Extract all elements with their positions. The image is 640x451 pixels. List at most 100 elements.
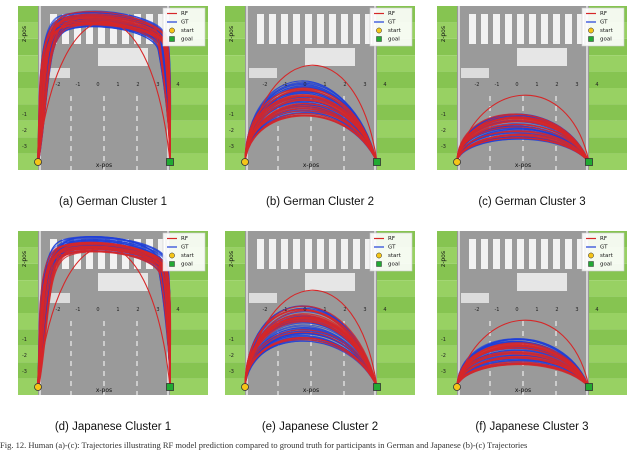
x-tick-label: 3 [156, 82, 159, 88]
trajectory-plot: -2 -1 0 1 2 3 4 -1 -2 -3 x-pos z-pos RF GT start goal [437, 231, 627, 396]
legend-gt-label: GT [388, 245, 396, 251]
start-marker [34, 383, 42, 391]
legend-gt-label: GT [388, 20, 396, 26]
x-tick-label: -2 [263, 307, 268, 313]
y-tick-label: -2 [229, 353, 234, 359]
figure-footnote: Fig. 12. Human (a)-(c): Trajectories ill… [0, 440, 528, 450]
rf-trajectory [456, 344, 590, 388]
panel-caption: (d) Japanese Cluster 1 [54, 421, 172, 433]
trajectory-plot: -2 -1 0 1 2 3 4 -1 -2 -3 x-pos z-pos RF GT start goal [437, 6, 627, 171]
x-tick-label: 4 [383, 82, 386, 88]
y-tick-label: -3 [441, 144, 446, 150]
rf-trajectory [37, 248, 172, 388]
x-tick-label: 4 [176, 82, 179, 88]
goal-marker [166, 383, 174, 391]
y-tick-label: -1 [441, 112, 446, 118]
legend-rf-label: RF [388, 236, 395, 242]
panel-caption: (f) Japanese Cluster 3 [475, 421, 589, 433]
legend-start-label: start [388, 28, 402, 34]
y-tick-label: -3 [229, 144, 234, 150]
rf-trajectory [244, 99, 378, 163]
trajectory-plot: -2 -1 0 1 2 3 4 -1 -2 -3 x-pos z-pos RF GT start goal [18, 231, 208, 396]
legend-start-label: start [181, 28, 195, 34]
trajectory-plot: -2 -1 0 1 2 3 4 -1 -2 -3 x-pos z-pos RF GT start goal [225, 6, 415, 171]
x-tick-label: 0 [96, 307, 99, 313]
rf-trajectory [37, 19, 171, 163]
legend-gt-label: GT [600, 245, 608, 251]
legend-rf-label: RF [600, 236, 607, 242]
rf-trajectory [456, 357, 590, 388]
x-tick-label: -1 [495, 307, 500, 313]
y-tick-label: -3 [22, 144, 27, 150]
rf-trajectory [456, 133, 590, 163]
x-tick-label: 3 [156, 307, 159, 313]
goal-marker [373, 383, 381, 391]
x-tick-label: 2 [343, 82, 346, 88]
goal-marker [585, 158, 593, 166]
chart-panel-5: -2 -1 0 1 2 3 4 -1 -2 -3 x-pos z-pos RF GT start goal (e… [225, 231, 415, 433]
legend-rf-label: RF [600, 11, 607, 17]
legend: RF GT start goal [369, 232, 413, 272]
start-marker [453, 383, 461, 391]
x-tick-label: -1 [283, 82, 288, 88]
legend-goal-label: goal [600, 37, 612, 43]
x-tick-label: 3 [363, 82, 366, 88]
y-tick-label: -1 [229, 112, 234, 118]
y-tick-label: -3 [22, 369, 27, 375]
rf-outlier-trajectory [37, 21, 171, 163]
x-tick-label: 1 [323, 82, 326, 88]
rf-outlier-trajectory [37, 246, 171, 388]
rf-trajectory [244, 314, 378, 388]
x-tick-label: 1 [323, 307, 326, 313]
x-tick-label: 4 [176, 307, 179, 313]
x-tick-label: 2 [555, 307, 558, 313]
legend-goal-label: goal [388, 37, 400, 43]
y-axis-label: z-pos [228, 251, 235, 267]
x-tick-label: 2 [343, 307, 346, 313]
x-tick-label: 3 [363, 307, 366, 313]
x-tick-label: 0 [303, 307, 306, 313]
rf-trajectory [456, 137, 590, 163]
y-tick-label: -2 [22, 353, 27, 359]
legend-start-label: start [181, 253, 195, 259]
panel-caption: (a) German Cluster 1 [58, 196, 167, 208]
legend-goal-label: goal [181, 37, 193, 43]
chart-panel-1: -2 -1 0 1 2 3 4 -1 -2 -3 x-pos z-pos RF GT start goal (a… [18, 6, 208, 208]
goal-marker [166, 158, 174, 166]
rf-trajectory [244, 114, 378, 163]
x-tick-label: -1 [76, 82, 81, 88]
rf-trajectory [244, 337, 378, 388]
y-tick-label: -1 [22, 112, 27, 118]
trajectory-plot: -2 -1 0 1 2 3 4 -1 -2 -3 x-pos z-pos RF GT start goal [225, 231, 415, 396]
legend-gt-label: GT [600, 20, 608, 26]
y-axis-label: z-pos [228, 26, 235, 42]
y-tick-label: -3 [441, 369, 446, 375]
y-axis-label: z-pos [21, 251, 28, 267]
x-tick-label: 1 [535, 82, 538, 88]
y-tick-label: -2 [441, 353, 446, 359]
x-tick-label: 1 [535, 307, 538, 313]
rf-outlier-trajectory [456, 319, 590, 388]
panel-caption: (e) Japanese Cluster 2 [261, 421, 379, 433]
x-tick-label: 4 [595, 307, 598, 313]
legend-start-label: start [600, 253, 614, 259]
goal-marker [585, 383, 593, 391]
rf-trajectory [37, 17, 171, 163]
x-tick-label: 3 [575, 307, 578, 313]
x-tick-label: 0 [96, 82, 99, 88]
x-tick-label: 0 [515, 307, 518, 313]
legend-start-label: start [388, 253, 402, 259]
rf-outlier-trajectory [244, 289, 378, 388]
x-tick-label: -1 [283, 307, 288, 313]
x-axis-label: x-pos [515, 162, 531, 169]
start-marker [34, 158, 42, 166]
x-tick-label: -1 [76, 307, 81, 313]
legend: RF GT start goal [369, 7, 413, 47]
start-marker [241, 383, 249, 391]
x-tick-label: 2 [136, 307, 139, 313]
x-axis-label: x-pos [96, 387, 112, 394]
rf-outlier-trajectory [456, 94, 590, 163]
start-marker [241, 158, 249, 166]
legend-gt-label: GT [181, 245, 189, 251]
legend: RF GT start goal [162, 7, 206, 47]
